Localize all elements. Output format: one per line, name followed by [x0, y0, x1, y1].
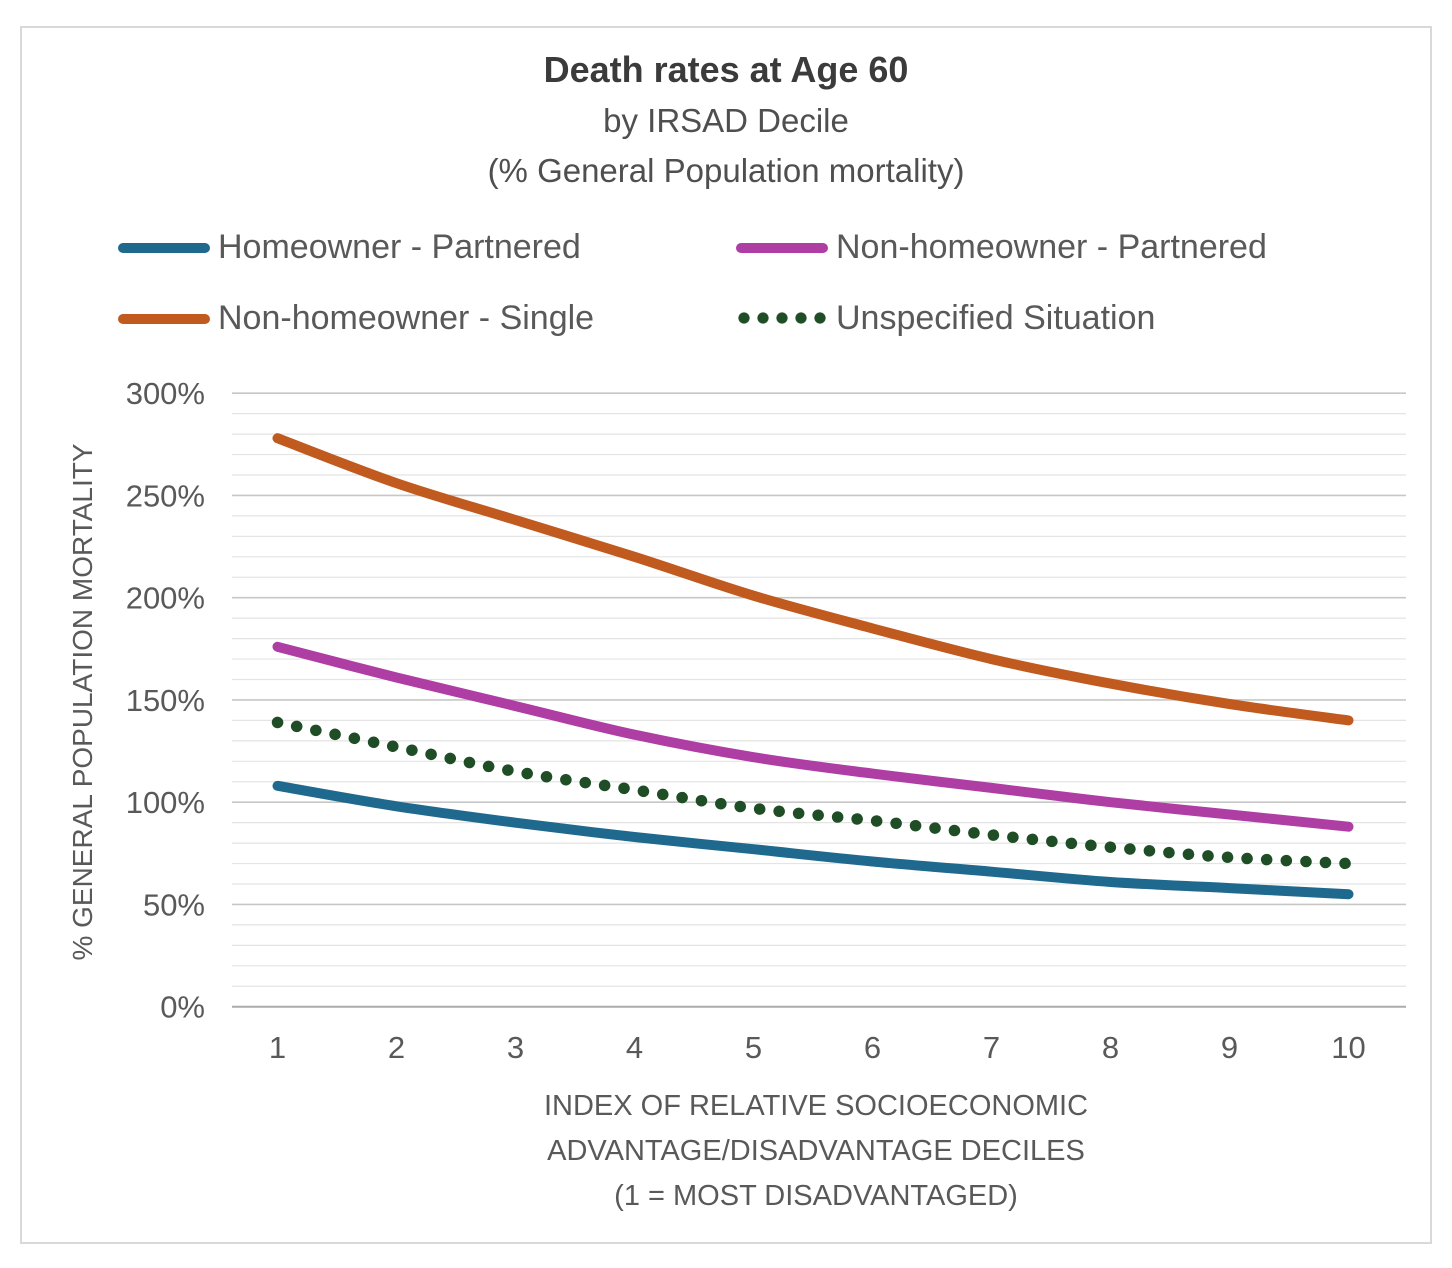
chart-title: Death rates at Age 60	[543, 49, 909, 90]
x-axis-title-line1: INDEX OF RELATIVE SOCIOECONOMIC	[543, 1090, 1089, 1122]
legend-item-unspecified-situation[interactable]: Unspecified Situation	[736, 299, 1368, 338]
y-tick-label: 150%	[126, 683, 205, 718]
x-tick-label: 4	[626, 1030, 643, 1065]
x-tick-label: 5	[745, 1030, 762, 1065]
y-tick-label: 0%	[160, 990, 205, 1025]
x-tick-label: 9	[1221, 1030, 1238, 1065]
y-axis-title: % GENERAL POPULATION MORTALITY	[67, 443, 98, 961]
x-axis-title-line2: ADVANTAGE/DISADVANTAGE DECILES	[547, 1135, 1085, 1167]
y-tick-label: 200%	[126, 581, 205, 616]
legend-line-icon	[118, 313, 210, 324]
chart-subtitle: by IRSAD Decile	[603, 102, 849, 139]
x-tick-label: 10	[1331, 1030, 1365, 1065]
y-tick-label: 100%	[126, 785, 205, 820]
chart-title-block: Death rates at Age 60 by IRSAD Decile (%…	[0, 44, 1452, 196]
x-tick-label: 6	[864, 1030, 881, 1065]
y-tick-label: 50%	[143, 887, 205, 922]
chart-border-frame	[20, 26, 1432, 1244]
legend-item-homeowner-partnered[interactable]: Homeowner - Partnered	[118, 228, 736, 267]
y-tick-label: 300%	[126, 376, 205, 411]
x-tick-label: 1	[269, 1030, 286, 1065]
y-tick-label: 250%	[126, 478, 205, 513]
x-tick-label: 7	[983, 1030, 1000, 1065]
x-axis-title: INDEX OF RELATIVE SOCIOECONOMIC ADVANTAG…	[326, 1084, 1306, 1219]
legend-item-non-homeowner-partnered[interactable]: Non-homeowner - Partnered	[736, 228, 1368, 267]
chart-legend: Homeowner - Partnered Non-homeowner - Par…	[118, 228, 1368, 338]
series-line-non-homeowner-partnered	[272, 641, 1354, 832]
legend-label: Unspecified Situation	[836, 299, 1156, 337]
chart-subtitle-units: (% General Population mortality)	[487, 152, 965, 189]
x-tick-label: 8	[1102, 1030, 1119, 1065]
legend-label: Homeowner - Partnered	[218, 228, 581, 266]
legend-label: Non-homeowner - Single	[218, 299, 595, 337]
legend-line-icon	[736, 242, 828, 253]
x-tick-label: 3	[507, 1030, 524, 1065]
legend-line-icon	[118, 242, 210, 253]
series-line-unspecified-situation	[271, 716, 1355, 870]
legend-dotted-line-icon	[736, 312, 828, 325]
x-axis-title-line3: (1 = MOST DISADVANTAGED)	[614, 1180, 1018, 1212]
legend-label: Non-homeowner - Partnered	[836, 228, 1267, 266]
series-line-homeowner-partnered	[272, 780, 1354, 900]
legend-item-non-homeowner-single[interactable]: Non-homeowner - Single	[118, 299, 736, 338]
x-tick-label: 2	[388, 1030, 405, 1065]
series-line-non-homeowner-single	[272, 433, 1354, 726]
